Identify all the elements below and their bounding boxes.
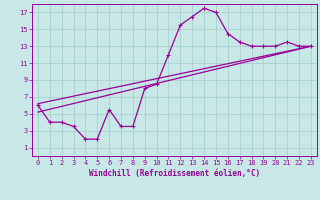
X-axis label: Windchill (Refroidissement éolien,°C): Windchill (Refroidissement éolien,°C) [89,169,260,178]
